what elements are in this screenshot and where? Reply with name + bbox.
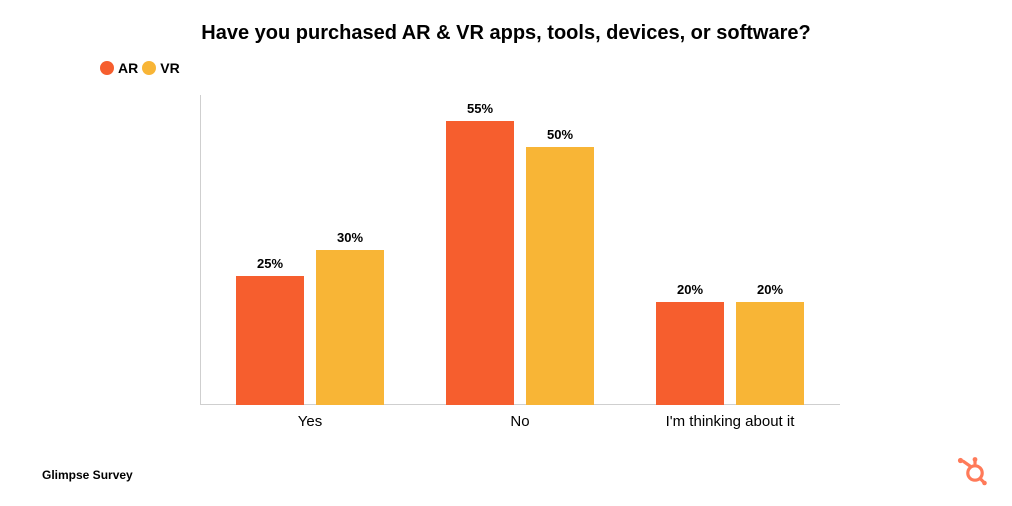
bar-label-yes-vr: 30%	[316, 230, 384, 245]
bar-thinking-vr: 20%	[736, 302, 804, 405]
legend: AR VR	[100, 60, 180, 76]
bar-label-yes-ar: 25%	[236, 256, 304, 271]
y-axis-line	[200, 95, 201, 405]
bar-yes-ar: 25%	[236, 276, 304, 405]
bar-rect-yes-vr	[316, 250, 384, 405]
bar-label-no-vr: 50%	[526, 127, 594, 142]
legend-swatch-vr	[142, 61, 156, 75]
legend-label-vr: VR	[160, 60, 179, 76]
chart-title: Have you purchased AR & VR apps, tools, …	[0, 22, 1012, 45]
bar-group-no: 55% 50% No	[446, 121, 594, 405]
legend-item-vr: VR	[142, 60, 179, 76]
category-label-thinking: I'm thinking about it	[666, 413, 795, 430]
legend-item-ar: AR	[100, 60, 138, 76]
category-label-no: No	[510, 413, 529, 430]
bar-thinking-ar: 20%	[656, 302, 724, 405]
bar-label-thinking-vr: 20%	[736, 282, 804, 297]
category-label-yes: Yes	[298, 413, 322, 430]
bar-group-thinking: 20% 20% I'm thinking about it	[656, 302, 804, 405]
legend-swatch-ar	[100, 61, 114, 75]
bar-yes-vr: 30%	[316, 250, 384, 405]
bar-label-thinking-ar: 20%	[656, 282, 724, 297]
source-footer: Glimpse Survey	[42, 468, 133, 482]
bar-rect-no-ar	[446, 121, 514, 405]
bar-rect-no-vr	[526, 147, 594, 405]
bar-group-yes: 25% 30% Yes	[236, 250, 384, 405]
bar-rect-thinking-vr	[736, 302, 804, 405]
sprocket-icon	[956, 456, 988, 488]
bar-rect-thinking-ar	[656, 302, 724, 405]
bar-no-ar: 55%	[446, 121, 514, 405]
hubspot-logo-icon	[956, 456, 988, 488]
chart-plot-area: 25% 30% Yes 55% 50% No 20% 20% I'm think…	[200, 95, 840, 405]
bar-rect-yes-ar	[236, 276, 304, 405]
bar-no-vr: 50%	[526, 147, 594, 405]
legend-label-ar: AR	[118, 60, 138, 76]
bar-label-no-ar: 55%	[446, 101, 514, 116]
